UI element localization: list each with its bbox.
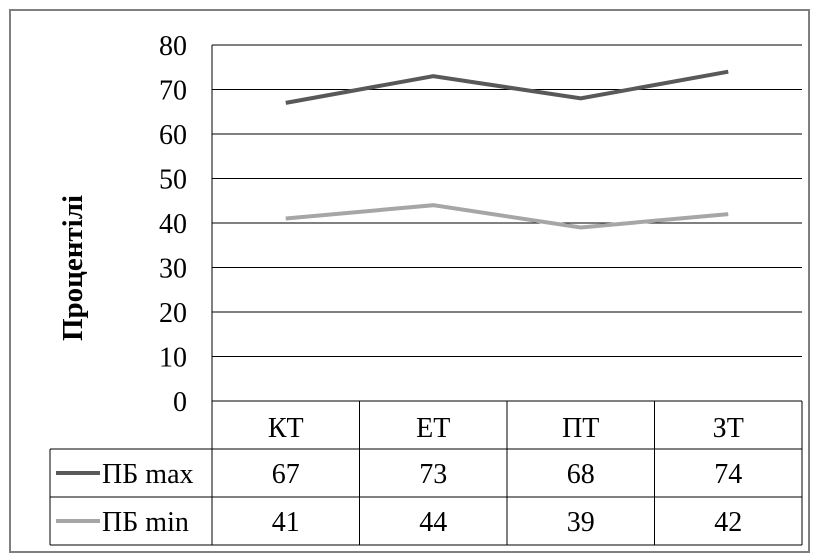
table-value-cell: 73 bbox=[419, 459, 447, 490]
series-lines bbox=[285, 69, 729, 230]
category-label: КТ bbox=[268, 413, 304, 444]
table-value-cell: 41 bbox=[272, 507, 300, 538]
table-value-cell: 44 bbox=[419, 507, 447, 538]
y-tick-label: 50 bbox=[159, 165, 187, 196]
y-tick-label: 80 bbox=[159, 31, 187, 62]
category-label: ПТ bbox=[562, 413, 599, 444]
data-table: КТ ЕТ ПТ ЗТ ПБ max 67 73 68 74 ПБ min 41 44 39 42 bbox=[49, 400, 803, 546]
y-tick-label: 40 bbox=[159, 209, 187, 240]
legend-series-name: ПБ max bbox=[102, 459, 194, 490]
category-label: ЗТ bbox=[713, 413, 744, 444]
series-line-min bbox=[285, 203, 729, 230]
table-value-cell: 68 bbox=[567, 459, 595, 490]
series-line-max bbox=[285, 69, 729, 105]
y-tick-label: 70 bbox=[159, 76, 187, 107]
category-label: ЕТ bbox=[416, 413, 450, 444]
table-value-cell: 42 bbox=[714, 507, 742, 538]
y-axis-title: Процентілі bbox=[57, 195, 89, 341]
y-tick-label: 30 bbox=[159, 254, 187, 285]
table-value-cell: 74 bbox=[714, 459, 742, 490]
table-value-cell: 67 bbox=[272, 459, 300, 490]
y-tick-label: 10 bbox=[159, 343, 187, 374]
chart-border bbox=[9, 9, 810, 553]
y-tick-labels: 0 10 20 30 40 50 60 70 80 bbox=[159, 31, 187, 418]
y-tick-label: 20 bbox=[159, 298, 187, 329]
legend-series-name: ПБ min bbox=[102, 507, 189, 538]
y-tick-label: 0 bbox=[173, 387, 187, 418]
y-tick-label: 60 bbox=[159, 120, 187, 151]
y-axis-title-group: Процентілі bbox=[57, 195, 89, 341]
gridlines bbox=[211, 44, 802, 545]
table-value-cell: 39 bbox=[567, 507, 595, 538]
